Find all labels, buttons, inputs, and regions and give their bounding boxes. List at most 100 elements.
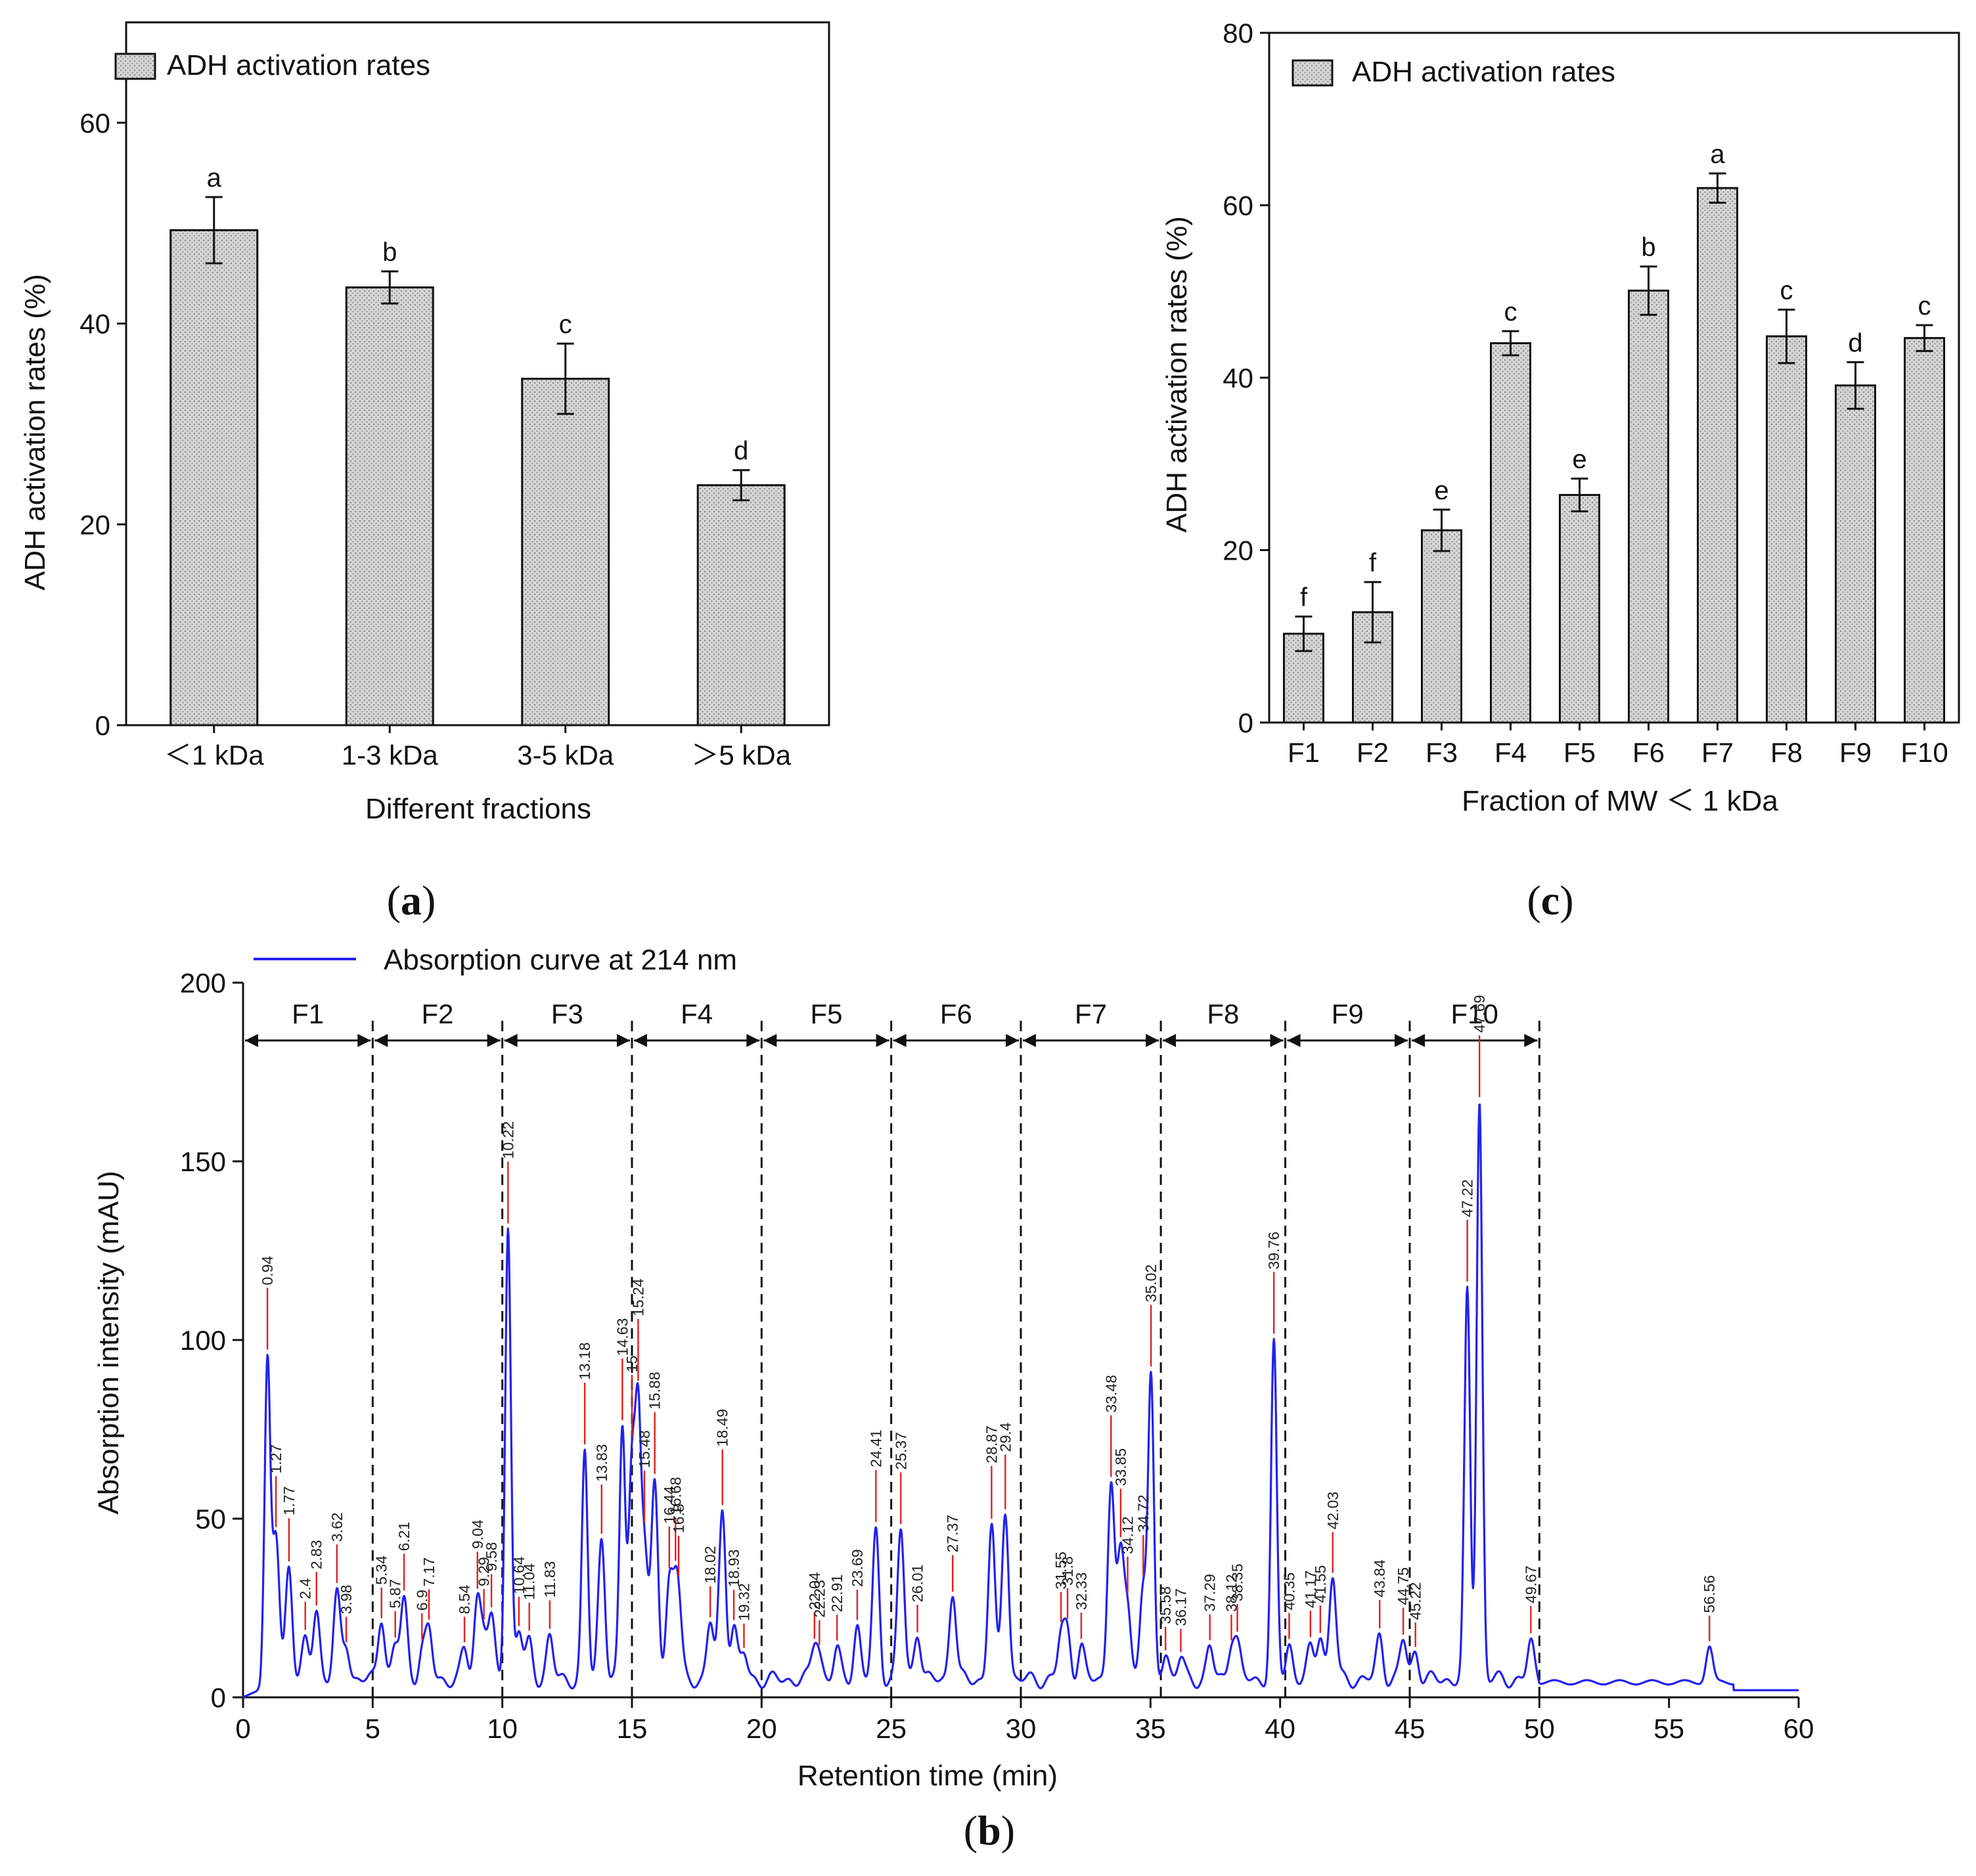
- chart-c-ylabel: ADH activation rates (%): [1161, 216, 1193, 533]
- chart-c-significance-letter: c: [1504, 298, 1517, 326]
- chart-c-xtick-label: F3: [1426, 737, 1458, 768]
- chart-b-ytick-label: 200: [180, 968, 226, 998]
- chart-c-significance-letter: c: [1780, 276, 1793, 305]
- chart-b-peak-label: 47.69: [1471, 995, 1488, 1033]
- chart-b-peak-label: 38.35: [1229, 1563, 1246, 1601]
- chart-a-legend: ADH activation rates: [114, 49, 430, 81]
- chart-b-peak-label: 15.48: [636, 1430, 653, 1468]
- chart-b-peak-label: 26.01: [909, 1565, 926, 1603]
- chart-b-peak-label: 41.55: [1312, 1565, 1329, 1603]
- chart-b-peak-label: 9.58: [483, 1542, 500, 1572]
- chart-b-xtick-label: 10: [487, 1713, 518, 1744]
- chart-b-peak-label: 16.8: [670, 1504, 687, 1533]
- chart-b-arrowhead-left: [1287, 1034, 1301, 1047]
- chart-c-bar: [1490, 342, 1531, 724]
- chart-b-arrowhead-right: [357, 1034, 371, 1047]
- chart-b-xtick-label: 15: [617, 1713, 648, 1744]
- chart-c-legend-label: ADH activation rates: [1352, 56, 1615, 88]
- chart-a-legend-swatch: [114, 53, 156, 80]
- chart-b-peak-label: 10.64: [510, 1556, 528, 1594]
- chart-b-peak-label: 35.02: [1142, 1264, 1159, 1303]
- chart-c-significance-letter: b: [1641, 233, 1655, 262]
- chart-b-peak-label: 8.54: [456, 1584, 473, 1614]
- chart-b-fraction-label: F1: [292, 998, 324, 1029]
- chart-a-bar: [169, 229, 259, 726]
- chart-b-peak-label: 14.63: [614, 1318, 631, 1356]
- chart-b-xtick-label: 35: [1135, 1713, 1166, 1744]
- chart-b-xtick-label: 5: [365, 1713, 380, 1744]
- chart-c-significance-letter: c: [1918, 292, 1931, 321]
- chart-b-peak-label: 10.22: [499, 1121, 516, 1159]
- chart-b-arrowhead-left: [1412, 1034, 1425, 1047]
- chart-b-peak-label: 1.77: [281, 1486, 298, 1516]
- chart-b-arrowhead-left: [504, 1034, 518, 1047]
- panel-label-a: (a): [387, 877, 436, 924]
- chart-b-peak-label: 31.8: [1059, 1556, 1076, 1586]
- chart-b-arrowhead-left: [1023, 1034, 1036, 1047]
- chart-b-peak-label: 13.18: [576, 1342, 593, 1380]
- chart-a-bar: [696, 484, 786, 726]
- chart-b-fraction-label: F3: [551, 998, 583, 1029]
- chart-b-peak-label: 22.04: [806, 1572, 823, 1610]
- chart-b-peak-label: 45.22: [1407, 1582, 1424, 1620]
- chart-c-bar: [1835, 384, 1876, 724]
- chart-c-xtick-label: F2: [1357, 737, 1389, 768]
- chart-c-ytick-label: 20: [1223, 535, 1253, 566]
- chart-a-ytick-label: 60: [79, 108, 110, 139]
- chart-b-peak-label: 1.27: [267, 1444, 284, 1474]
- chart-b-xtick-label: 25: [876, 1713, 907, 1744]
- chart-b-fraction-label: F10: [1450, 998, 1498, 1029]
- chart-c-significance-letter: a: [1710, 140, 1725, 169]
- chart-b-legend: Absorption curve at 214 nm: [254, 944, 737, 976]
- chart-b-peak-label: 18.49: [714, 1409, 731, 1447]
- chart-b-chromatogram: Absorption curve at 214 nm F1 F2 F3 F4 F5 F6 F…: [93, 944, 1814, 1792]
- chart-c-xtick-label: F6: [1632, 737, 1665, 768]
- chart-b-arrowhead-right: [876, 1034, 889, 1047]
- chart-b-peak-label: 16.68: [667, 1477, 684, 1515]
- chart-b-arrowhead-right: [1006, 1034, 1019, 1047]
- chart-b-peak-label: 6.21: [395, 1522, 413, 1552]
- chart-b-peak-label: 39.76: [1265, 1232, 1282, 1270]
- chart-b-arrowhead-left: [245, 1034, 258, 1047]
- chart-c-xtick-label: F1: [1288, 737, 1320, 768]
- chart-c-ytick-label: 60: [1223, 190, 1253, 221]
- chart-b-peak-label: 9.29: [476, 1557, 493, 1586]
- chart-b-peak-label: 33.48: [1102, 1375, 1119, 1413]
- chart-b-arrowhead-left: [374, 1034, 388, 1047]
- chart-b-peak-label: 18.93: [725, 1550, 742, 1588]
- chart-c-xtick-label: F9: [1839, 737, 1872, 768]
- chart-b-peak-label: 13.83: [593, 1444, 610, 1482]
- chart-c-xtick-label: F7: [1701, 737, 1734, 768]
- chart-b-arrowhead-right: [617, 1034, 630, 1047]
- chart-b-peak-label: 42.03: [1324, 1492, 1341, 1530]
- chart-a-xtick-label: 3-5 kDa: [517, 740, 614, 770]
- chart-b-peak-label: 47.22: [1459, 1179, 1476, 1217]
- chart-a-ylabel: ADH activation rates (%): [19, 274, 51, 591]
- chart-c-significance-letter: e: [1434, 476, 1448, 505]
- chart-b-fraction-label: F7: [1075, 998, 1107, 1029]
- chart-c-xtick-label: F8: [1770, 737, 1803, 768]
- chart-b-ylabel: Absorption intensity (mAU): [93, 1171, 125, 1514]
- chart-a-ytick-label: 20: [79, 509, 110, 540]
- chart-b-peak-label: 49.67: [1522, 1565, 1539, 1603]
- chart-b-arrowhead-left: [763, 1034, 777, 1047]
- chart-b-ytick-label: 50: [195, 1504, 226, 1534]
- chart-b-peak-label: 7.17: [420, 1557, 438, 1587]
- chart-a-xtick-label: ＞5 kDa: [691, 740, 791, 770]
- chart-b-peak-label: 40.35: [1280, 1573, 1297, 1611]
- chart-b-peak-label: 6.9: [413, 1590, 430, 1611]
- chart-b-peak-label: 15.88: [646, 1372, 663, 1410]
- chart-b-arrowhead-right: [1524, 1034, 1538, 1047]
- chart-c-significance-letter: f: [1369, 548, 1377, 577]
- chart-a-significance-letter: c: [559, 310, 572, 339]
- chart-c-bar: [1559, 494, 1600, 724]
- chart-b-arrowhead-right: [1270, 1034, 1284, 1047]
- chart-b-arrowhead-right: [1146, 1034, 1159, 1047]
- chart-b-ytick-label: 150: [180, 1146, 226, 1177]
- chart-b-xtick-label: 55: [1653, 1713, 1684, 1744]
- chart-a-plot-frame: [125, 21, 830, 726]
- chart-b-peak-label: 41.17: [1302, 1571, 1319, 1609]
- chart-c-legend-swatch: [1291, 59, 1334, 87]
- chart-b-peak-label: 24.41: [867, 1429, 884, 1467]
